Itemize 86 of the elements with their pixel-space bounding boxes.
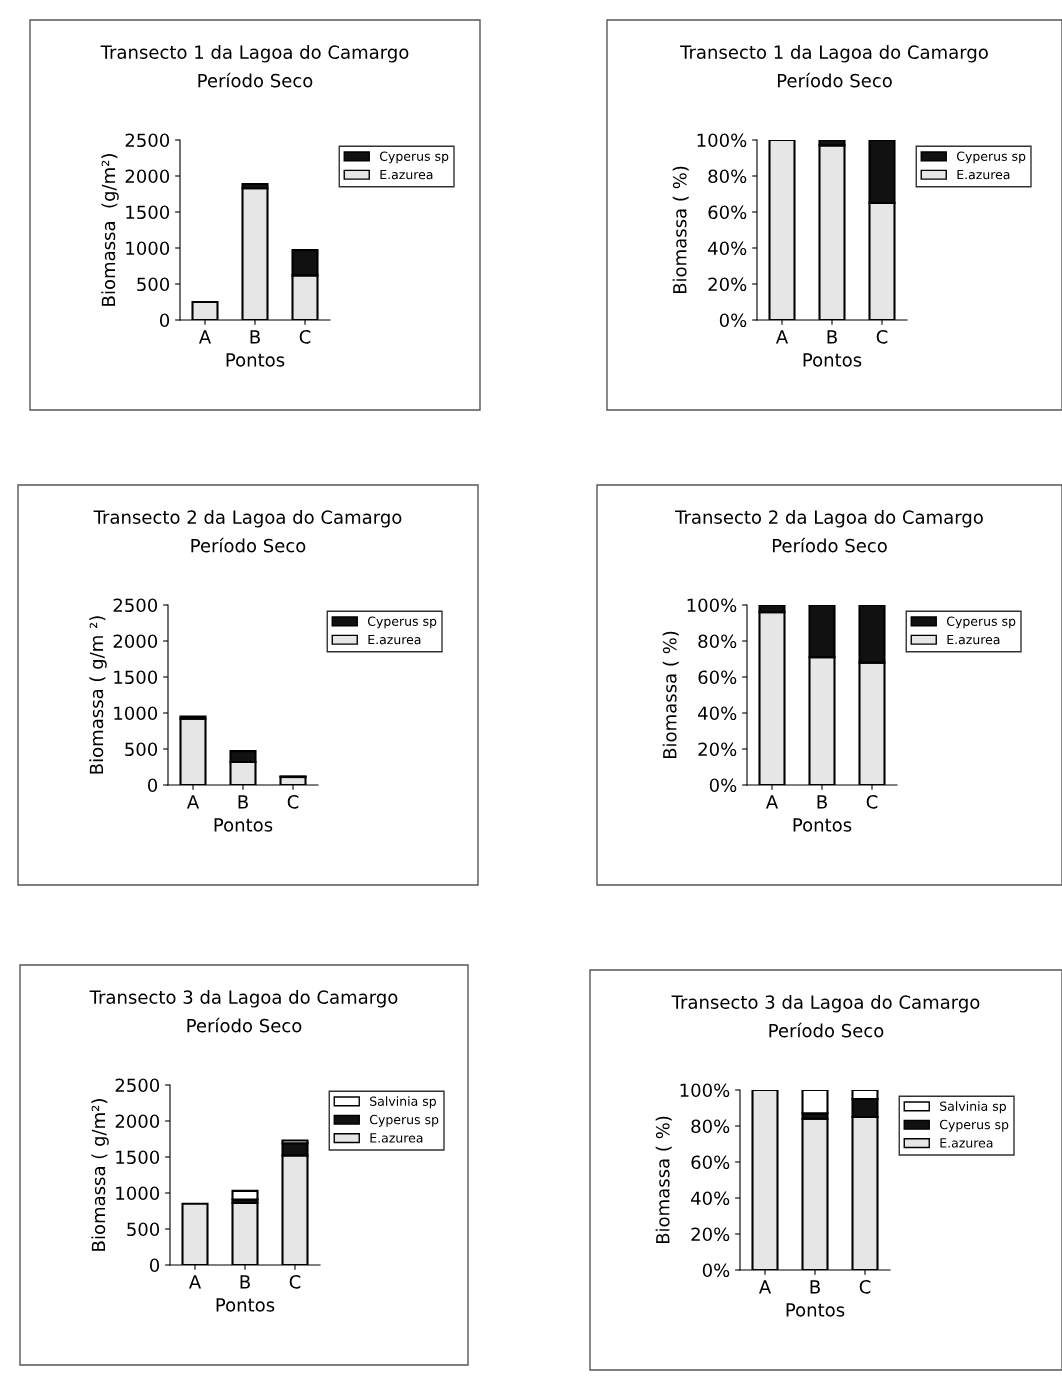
y-tick-label: 0% [709, 778, 737, 793]
legend-label: Salvinia sp [370, 1096, 436, 1109]
x-axis-title: Pontos [216, 1298, 275, 1312]
x-tick-label: A [758, 1280, 772, 1294]
y-tick-label: 500 [127, 1222, 160, 1237]
y-axis-title: Biomassa ( %) [672, 166, 689, 294]
y-tick-label: 1000 [116, 1186, 160, 1201]
legend-label: Salvinia sp [940, 1101, 1006, 1114]
x-axis-title: Pontos [214, 818, 273, 832]
x-tick-label: C [289, 1275, 301, 1289]
x-tick-label: B [250, 330, 260, 344]
chart-title: Transecto 3 da Lagoa do Camargo Período Seco [89, 990, 398, 1033]
x-axis-title: Pontos [793, 818, 852, 832]
x-tick-label: C [866, 795, 878, 809]
y-tick-label: 80% [691, 1119, 730, 1134]
legend-label: E.azurea [940, 1138, 993, 1148]
y-tick-label: 2000 [113, 634, 158, 649]
y-tick-label: 1500 [116, 1150, 160, 1165]
y-tick-label: 40% [708, 241, 747, 256]
y-tick-label: 500 [137, 277, 170, 292]
legend-label: E.azurea [370, 1133, 423, 1143]
y-axis-title: Biomassa ( %) [662, 631, 679, 759]
y-tick-label: 20% [691, 1227, 730, 1242]
x-tick-label: A [186, 795, 200, 809]
y-tick-label: 1500 [114, 670, 158, 685]
y-tick-label: 100% [697, 133, 747, 148]
y-tick-label: 20% [708, 277, 747, 292]
x-tick-label: B [827, 330, 837, 344]
legend-label: Cyperus sp [956, 151, 1026, 164]
y-tick-label: 1000 [114, 706, 158, 721]
x-tick-label: C [299, 330, 311, 344]
x-tick-label: B [817, 795, 827, 809]
y-axis-title: Biomassa (g/m²) [101, 154, 119, 306]
legend-label: Cyperus sp [367, 616, 437, 629]
x-tick-label: C [859, 1280, 871, 1294]
chart-title: Transecto 2 da Lagoa do Camargo Período Seco [93, 510, 402, 553]
chart-title: Transecto 1 da Lagoa do Camargo Período Seco [680, 45, 988, 88]
y-tick-label: 2000 [125, 169, 170, 184]
x-tick-label: C [287, 795, 299, 809]
y-tick-label: 0 [159, 313, 170, 328]
y-tick-label: 60% [691, 1155, 730, 1170]
y-tick-label: 0% [719, 313, 747, 328]
y-tick-label: 20% [698, 742, 737, 757]
legend-label: E.azurea [957, 169, 1010, 180]
y-tick-label: 40% [698, 706, 737, 721]
y-tick-label: 80% [698, 634, 737, 649]
y-tick-label: 60% [708, 205, 747, 220]
x-tick-label: B [238, 795, 248, 809]
x-axis-title: Pontos [226, 353, 285, 367]
legend-label: Cyperus sp [939, 1119, 1009, 1132]
x-tick-label: B [810, 1280, 820, 1294]
y-tick-label: 2500 [115, 1078, 160, 1093]
y-tick-label: 0 [147, 778, 158, 793]
legend-label: Cyperus sp [946, 616, 1016, 629]
legend-label: E.azurea [368, 634, 421, 645]
x-tick-label: A [765, 795, 779, 809]
y-tick-label: 100% [680, 1083, 730, 1098]
y-tick-label: 2000 [115, 1114, 160, 1129]
y-tick-label: 2500 [125, 133, 170, 148]
legend-label: Cyperus sp [379, 151, 449, 164]
y-axis-title: Biomassa ( g/m ²) [89, 616, 107, 774]
y-tick-label: 1500 [126, 205, 170, 220]
y-tick-label: 60% [698, 670, 737, 685]
y-tick-label: 40% [691, 1191, 730, 1206]
legend-label: Cyperus sp [369, 1114, 439, 1127]
legend-label: E.azurea [947, 634, 1000, 645]
y-tick-label: 80% [708, 169, 747, 184]
x-tick-label: A [188, 1275, 202, 1289]
x-tick-label: A [198, 330, 212, 344]
y-tick-label: 0% [702, 1263, 730, 1278]
y-tick-label: 1000 [126, 241, 170, 256]
x-axis-title: Pontos [803, 353, 862, 367]
y-tick-label: 500 [125, 742, 158, 757]
x-tick-label: C [876, 330, 888, 344]
x-axis-title: Pontos [786, 1303, 845, 1317]
y-tick-label: 0 [149, 1258, 160, 1273]
y-tick-label: 100% [687, 598, 737, 613]
chart-title: Transecto 3 da Lagoa do Camargo Período Seco [671, 995, 980, 1038]
y-tick-label: 2500 [113, 598, 158, 613]
x-tick-label: B [240, 1275, 250, 1289]
chart-title: Transecto 1 da Lagoa do Camargo Período Seco [100, 45, 409, 88]
y-axis-title: Biomassa ( g/m²) [91, 1099, 109, 1251]
x-tick-label: A [775, 330, 789, 344]
legend-label: E.azurea [380, 169, 433, 180]
y-axis-title: Biomassa ( %) [655, 1116, 672, 1244]
chart-title: Transecto 2 da Lagoa do Camargo Período Seco [675, 510, 983, 553]
